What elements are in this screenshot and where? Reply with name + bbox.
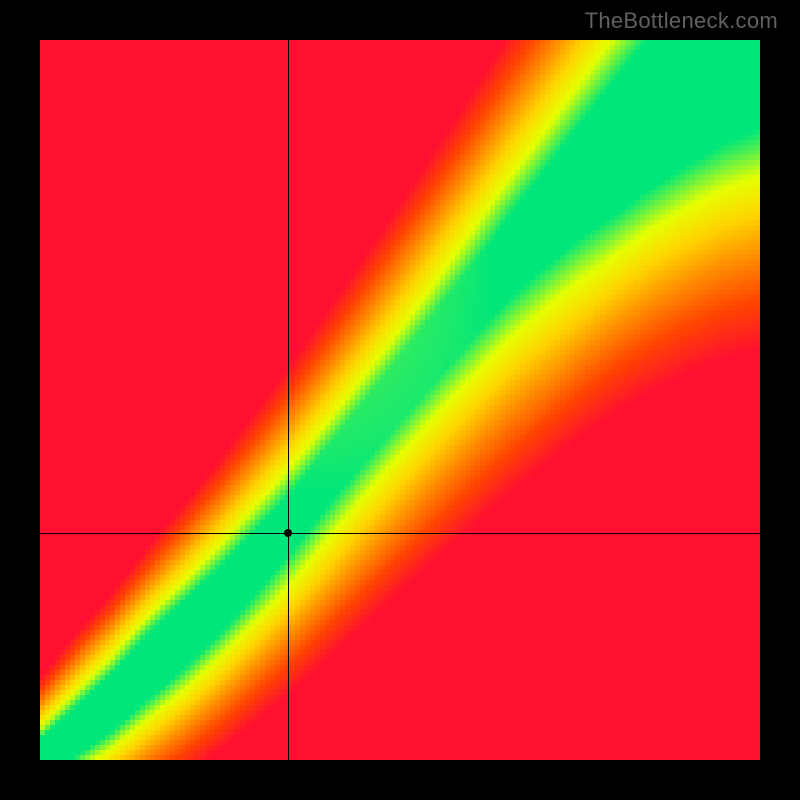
crosshair-horizontal [40, 533, 760, 534]
crosshair-vertical [288, 40, 289, 760]
bottleneck-heatmap [40, 40, 760, 760]
marker-dot [284, 529, 292, 537]
watermark-text: TheBottleneck.com [585, 8, 778, 34]
heatmap-canvas [40, 40, 760, 760]
